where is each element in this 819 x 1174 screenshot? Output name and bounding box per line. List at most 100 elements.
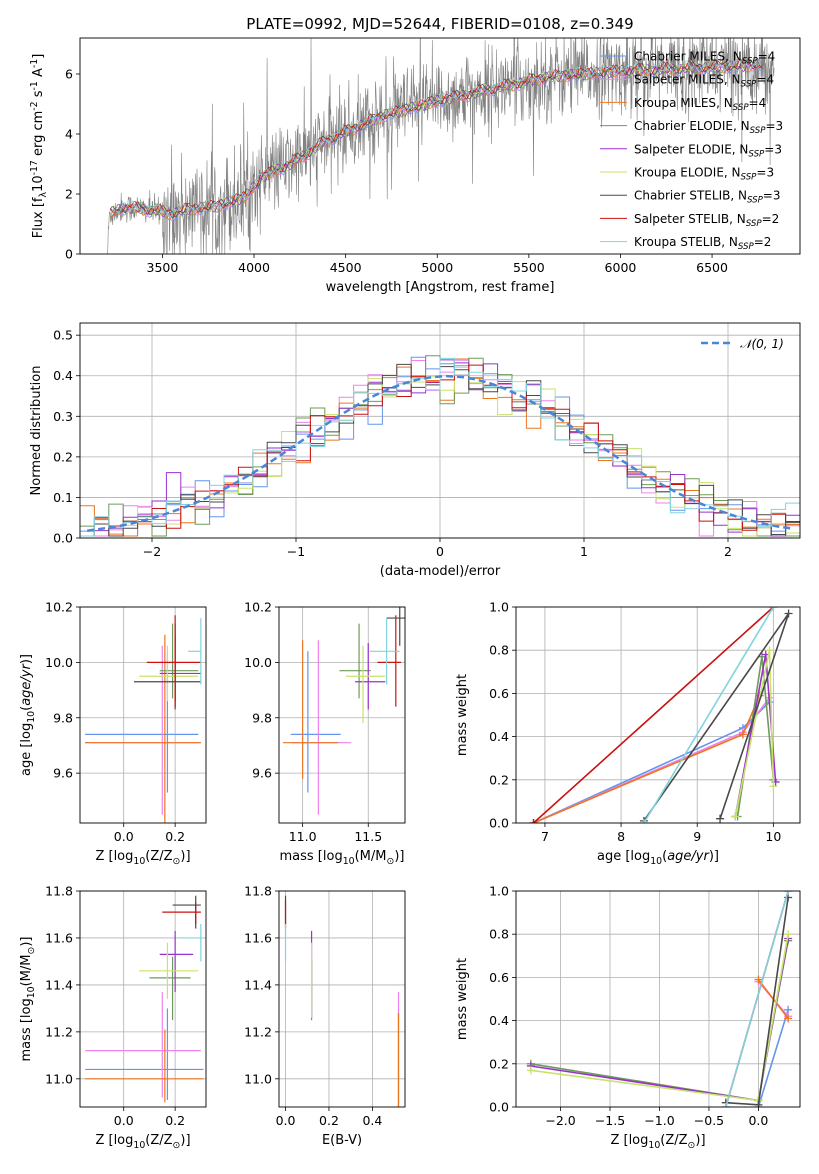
y-axis-label: Normed distribution <box>29 366 44 496</box>
x-tick-label: 1 <box>580 544 588 559</box>
chart-age-vs-z: 0.0 0.2 9.6 9.8 10.0 10.2 Z [log10​(Z/Z⊙​)] age… <box>19 600 207 867</box>
legend-label: 𝒩(0, 1) <box>740 337 784 351</box>
y-tick-label: 11.8 <box>244 884 272 899</box>
y-tick-label: 0 <box>65 247 73 262</box>
observed-spectrum-line <box>107 38 775 254</box>
x-tick-label: −2 <box>143 544 161 559</box>
weight-marker <box>765 646 774 655</box>
weight-marker <box>754 975 763 984</box>
y-tick-label: 11.0 <box>244 1071 272 1086</box>
errorbar-point <box>377 615 402 707</box>
weight-marker <box>639 819 648 823</box>
plot-area-age-vs-mass <box>282 607 405 815</box>
y-tick-label: 0.4 <box>53 368 73 383</box>
chart-mass-vs-z: 0.0 0.2 11.0 11.2 11.4 11.6 11.8 Z [log10​(Z/Z⊙… <box>19 884 207 1151</box>
weight-series-line <box>725 891 789 1107</box>
x-tick-label: 7 <box>541 829 549 844</box>
x-tick-label: 11.5 <box>354 829 382 844</box>
y-tick-label: 2 <box>65 187 73 202</box>
x-tick-label: 11.0 <box>289 829 317 844</box>
legend-label: Chabrier MILES, NSSP=4 <box>634 50 775 67</box>
x-tick-label: 6000 <box>605 260 637 275</box>
plot-area-residuals <box>80 355 800 537</box>
y-tick-label: 11.4 <box>244 977 272 992</box>
x-axis-label: (data-model)/error <box>380 564 501 579</box>
y-tick-label: 0.3 <box>53 409 73 424</box>
plot-area-age-vs-z <box>85 615 202 823</box>
x-axis-label: Z [log10​(Z/Z⊙​)] <box>95 1133 190 1151</box>
plot-area-mass-vs-z <box>85 895 204 1103</box>
weight-series-line <box>757 1009 789 1107</box>
y-tick-label: 10.0 <box>244 655 272 670</box>
y-tick-label: 1.0 <box>489 600 509 615</box>
y-tick-label: 0.0 <box>53 531 73 546</box>
axes-frame <box>79 606 207 824</box>
errorbar-point <box>85 634 201 823</box>
y-tick-label: 4 <box>65 127 73 142</box>
x-tick-label: 0.2 <box>165 829 185 844</box>
y-axis-label: mass weight <box>455 958 470 1040</box>
x-tick-label: 0.2 <box>319 1113 339 1128</box>
errorbar-point <box>159 930 194 992</box>
legend-label: Chabrier STELIB, NSSP=3 <box>634 189 781 206</box>
errorbar-point <box>146 615 201 707</box>
errorbar-point <box>282 640 339 779</box>
legend-label: Kroupa STELIB, NSSP=2 <box>634 235 771 252</box>
legend-label: Salpeter ELODIE, NSSP=3 <box>634 142 782 159</box>
weight-series-line <box>643 607 775 823</box>
y-tick-label: 0.4 <box>489 1013 509 1028</box>
y-tick-label: 0.6 <box>489 970 509 985</box>
weight-marker <box>784 930 793 939</box>
chart-age-vs-mass: 11.0 11.5 9.6 9.8 10.0 10.2 mass [log10​(M/M⊙​… <box>244 600 406 867</box>
y-tick-label: 11.6 <box>244 930 272 945</box>
x-tick-label: 0.4 <box>362 1113 382 1128</box>
y-tick-label: 0.0 <box>489 1100 509 1115</box>
y-tick-label: 0.1 <box>53 490 73 505</box>
y-tick-label: 10.0 <box>45 655 73 670</box>
errorbar-point <box>188 618 202 685</box>
x-tick-label: −1.5 <box>595 1113 625 1128</box>
y-tick-label: 11.0 <box>45 1071 73 1086</box>
chart-spectrum: 3500 4000 4500 5000 5500 6000 6500 0 2 4 6 waveleng… <box>29 37 801 295</box>
plot-area-weight-vs-z <box>526 891 793 1107</box>
x-tick-label: 0.0 <box>114 1113 134 1128</box>
y-axis-label: age [log10​(age/yr)] <box>19 654 37 776</box>
y-tick-label: 11.2 <box>244 1024 272 1039</box>
weight-marker <box>769 607 778 611</box>
axes-frame <box>278 606 406 824</box>
x-axis-label: mass [log10​(M/M⊙​)] <box>280 849 405 867</box>
y-tick-label: 0.4 <box>489 729 509 744</box>
axes-frame <box>278 890 406 1108</box>
y-tick-label: 1.0 <box>489 884 509 899</box>
chart-weight-vs-age: 7 8 9 10 0.0 0.2 0.4 0.6 0.8 1.0 age [log10​(age/y… <box>455 600 801 867</box>
errorbar-point <box>290 651 341 793</box>
x-tick-label: 0.0 <box>748 1113 768 1128</box>
residual-legend: 𝒩(0, 1) <box>701 337 784 351</box>
x-tick-label: 5000 <box>421 260 453 275</box>
x-tick-label: −1 <box>287 544 305 559</box>
chart-weight-vs-z: −2.0 −1.5 −1.0 −0.5 0.0 0.0 0.2 0.4 0.6 0.8 1.0 Z [… <box>455 884 801 1151</box>
y-tick-label: 9.8 <box>53 710 73 725</box>
y-tick-label: 9.6 <box>53 766 73 781</box>
y-tick-label: 10.2 <box>45 600 73 615</box>
x-tick-label: 6500 <box>696 260 728 275</box>
x-tick-label: 0.0 <box>114 829 134 844</box>
plot-area-weight-vs-age <box>529 607 793 823</box>
y-tick-label: 0.6 <box>489 686 509 701</box>
errorbar-point <box>159 623 199 699</box>
y-tick-label: 11.6 <box>45 930 73 945</box>
errorbar-point <box>162 902 201 924</box>
plot-area-mass-vs-ebv <box>284 895 400 1107</box>
weight-marker <box>784 1014 793 1023</box>
errorbar-point <box>85 1008 204 1100</box>
axes-frame <box>79 890 207 1108</box>
x-axis-label: Z [log10​(Z/Z⊙​)] <box>610 1133 705 1151</box>
normal-reference-curve <box>87 374 793 532</box>
y-tick-label: 11.8 <box>45 884 73 899</box>
y-tick-label: 0.8 <box>489 643 509 658</box>
spectrum-legend: Chabrier MILES, NSSP=4 Salpeter MILES, NS… <box>600 50 783 252</box>
x-tick-label: 0.2 <box>165 1113 185 1128</box>
y-axis-label: mass weight <box>455 674 470 756</box>
